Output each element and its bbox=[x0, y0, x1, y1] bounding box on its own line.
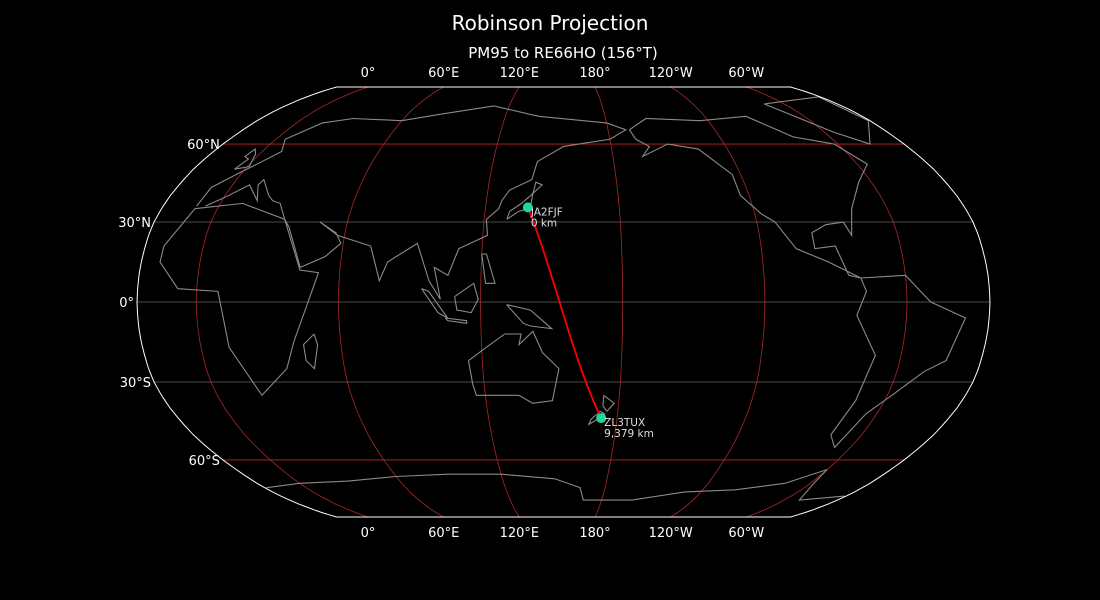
coastline bbox=[587, 410, 606, 426]
map-outline bbox=[136, 86, 991, 518]
lon-tick-bottom: 60°W bbox=[728, 526, 764, 541]
meridian-240 bbox=[670, 86, 766, 518]
meridian-180 bbox=[594, 86, 624, 518]
coastline bbox=[234, 147, 257, 170]
coastline bbox=[830, 274, 967, 449]
map-boundary bbox=[136, 86, 991, 518]
lon-tick-bottom: 0° bbox=[361, 526, 376, 541]
meridian-300 bbox=[746, 86, 908, 518]
coastline bbox=[159, 202, 320, 397]
coastlines bbox=[159, 96, 967, 501]
lon-tick-bottom: 60°E bbox=[428, 526, 459, 541]
lon-tick-top: 180° bbox=[579, 66, 610, 81]
lon-tick-top: 0° bbox=[361, 66, 376, 81]
coastline bbox=[481, 253, 496, 284]
coastline bbox=[764, 96, 871, 145]
lat-tick: 0° bbox=[119, 296, 134, 311]
meridian-60 bbox=[338, 86, 444, 518]
station-call: ZL3TUX bbox=[604, 417, 645, 429]
coastline bbox=[602, 394, 615, 413]
lat-tick: 30°N bbox=[118, 216, 151, 231]
graticule bbox=[137, 86, 990, 518]
station-call: JA2FJF bbox=[530, 206, 563, 218]
lon-tick-top: 120°E bbox=[500, 66, 540, 81]
lon-tick-top: 60°W bbox=[728, 66, 764, 81]
lon-tick-bottom: 120°E bbox=[500, 526, 540, 541]
meridian-0 bbox=[195, 86, 369, 518]
coastline bbox=[421, 288, 449, 319]
great-circle-path bbox=[527, 207, 602, 419]
station-distance: 0 km bbox=[531, 217, 557, 229]
coastline bbox=[454, 282, 479, 314]
tick-labels: 0° 0° 60°E 60°E 120°E 120°E 180° 180° 120°W 120°W… bbox=[118, 66, 764, 541]
map-subtitle: PM95 to RE66HO (156°T) bbox=[468, 44, 658, 62]
map-title: Robinson Projection bbox=[452, 11, 649, 35]
lat-tick: 60°S bbox=[189, 454, 220, 469]
coastline bbox=[266, 468, 845, 501]
path-line bbox=[527, 207, 602, 419]
meridian-120 bbox=[480, 86, 520, 518]
coastline bbox=[196, 105, 628, 300]
lat-tick: 30°S bbox=[120, 376, 151, 391]
coastline bbox=[467, 330, 560, 404]
lon-tick-top: 60°E bbox=[428, 66, 459, 81]
lon-tick-bottom: 180° bbox=[579, 526, 610, 541]
coastline bbox=[628, 115, 868, 279]
lon-tick-bottom: 120°W bbox=[649, 526, 693, 541]
coastline bbox=[444, 317, 468, 324]
station-distance: 9,379 km bbox=[604, 428, 654, 440]
station-marker[interactable] bbox=[522, 202, 533, 213]
station-marker[interactable] bbox=[596, 413, 607, 424]
coastline bbox=[506, 304, 554, 330]
lat-tick: 60°N bbox=[187, 138, 220, 153]
lon-tick-top: 120°W bbox=[649, 66, 693, 81]
coastline bbox=[302, 333, 319, 370]
